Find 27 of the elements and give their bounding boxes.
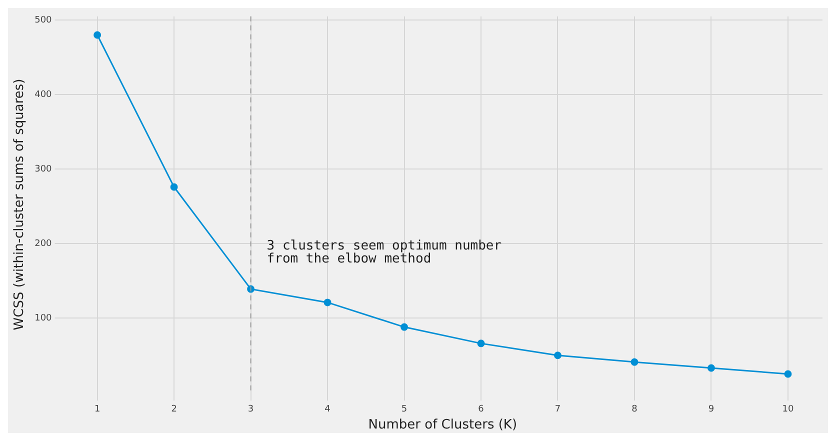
- point: [784, 370, 792, 378]
- y-tick-label: 100: [34, 313, 52, 324]
- point: [170, 183, 178, 191]
- x-axis-title: Number of Clusters (K): [368, 418, 518, 433]
- y-tick-label: 300: [34, 164, 52, 174]
- x-tick-label: 7: [554, 404, 561, 414]
- point: [324, 298, 332, 306]
- x-tick-label: 3: [248, 404, 254, 414]
- x-tick-label: 1: [94, 404, 100, 414]
- y-tick-label: 400: [34, 90, 52, 100]
- x-tick-label: 9: [708, 404, 714, 414]
- x-tick-label: 8: [632, 404, 638, 414]
- x-tick-label: 5: [401, 404, 408, 414]
- x-tick-label: 6: [478, 404, 484, 414]
- point: [94, 31, 102, 39]
- point: [400, 323, 408, 331]
- point: [630, 358, 638, 366]
- x-tick-label: 2: [171, 404, 177, 414]
- x-tick-label: 4: [324, 404, 331, 414]
- x-tick-label: 10: [782, 404, 794, 414]
- point: [707, 364, 715, 372]
- y-tick-label: 200: [34, 238, 52, 249]
- y-axis-title: WCSS (within-cluster sums of squares): [12, 78, 28, 330]
- y-tick-label: 500: [34, 15, 52, 26]
- point: [477, 340, 485, 348]
- annotation: 3 clusters seem optimum number from the elbow method: [266, 238, 502, 267]
- point: [554, 352, 562, 360]
